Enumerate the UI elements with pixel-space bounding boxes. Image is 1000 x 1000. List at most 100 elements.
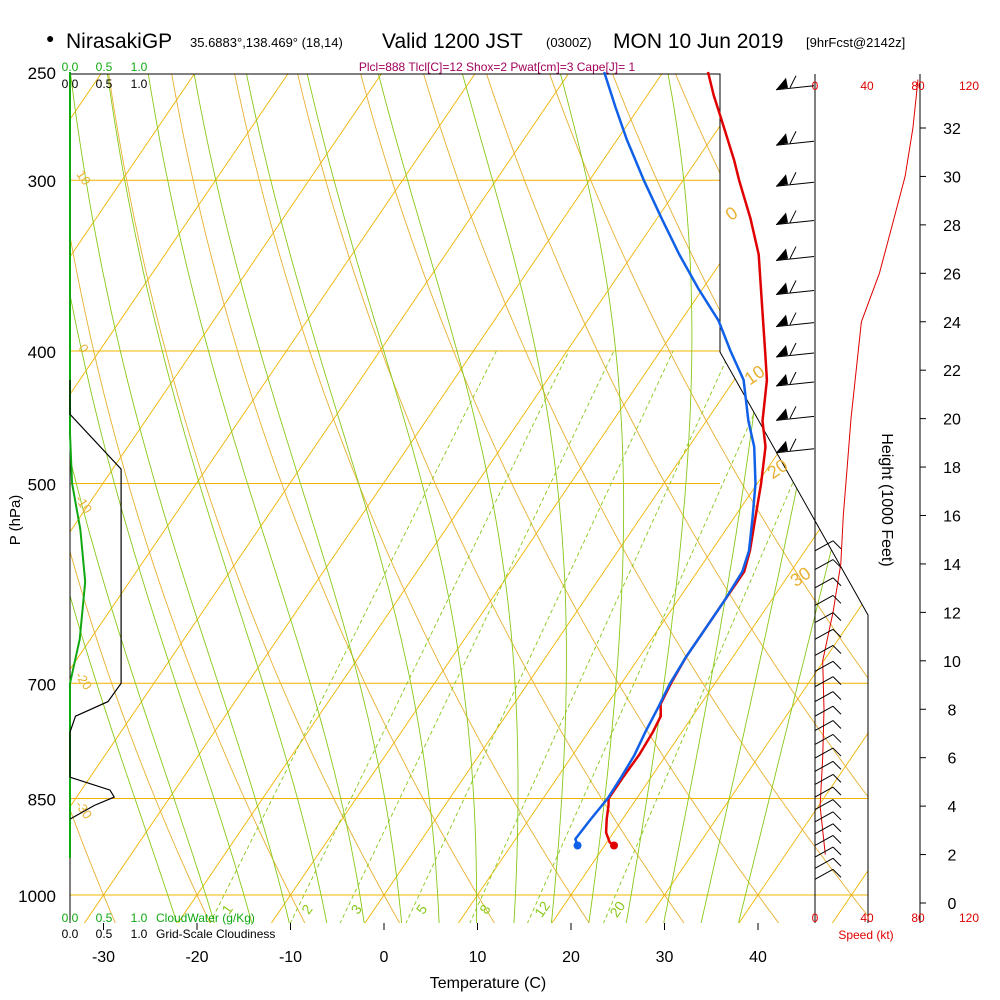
dry-adiabat [228,74,591,923]
x-tick-label: 0 [380,949,389,966]
wind-barb-low [832,645,842,654]
wind-barb [775,172,815,187]
grid-layer [0,48,1000,924]
height-tick-label: 14 [943,557,961,574]
wind-barb-low [814,645,834,656]
wind-speed-line [819,79,919,855]
utc-time: (0300Z) [546,35,592,50]
indices-text: Plcl=888 Tlcl[C]=12 Shox=2 Pwat[cm]=3 Ca… [359,60,636,74]
height-tick-label: 8 [948,702,957,719]
height-tick-label: 16 [943,509,961,526]
isotherm [0,48,25,924]
forecast-date: MON 10 Jun 2019 [613,30,784,53]
height-tick-label: 20 [943,412,961,429]
moist-adiabat [240,74,440,923]
pressure-tick-label: 850 [28,791,56,810]
pressure-tick-label: 300 [28,172,56,191]
wind-barb [775,210,815,226]
dry-adiabat [976,48,1000,924]
height-tick-label: 30 [943,169,961,186]
surface-dewpoint-dot [573,841,582,850]
wind-barb-low [814,846,834,858]
wind-barb [775,246,815,262]
isotherm [737,74,868,923]
moist-adiabat [70,74,178,923]
wind-barb-low [814,835,834,846]
moist-adiabat [70,74,253,923]
wind-barb-low [814,559,834,570]
y-axis-title: P (hPa) [7,495,24,546]
mixing-ratio-line [209,350,497,923]
moist-adiabat [371,74,519,923]
forecast-run: [9hrFcst@2142z] [806,35,906,50]
dry-adiabat-label: -20 [72,669,95,693]
wind-barb-low [832,835,842,844]
pressure-tick-label: 250 [28,64,56,83]
wind-speed-tick-bottom: 0 [812,911,819,925]
wind-barb-low [832,628,842,638]
wind-barb-low [832,705,842,715]
dry-adiabat [70,74,306,923]
wind-speed-tick-bottom: 40 [860,911,874,925]
moist-adiabat [70,74,290,923]
wind-barb-low [832,691,842,700]
height-tick-label: 2 [948,848,957,865]
wind-barb-low [814,734,834,745]
moist-adiabat [552,74,625,923]
isotherm [83,74,680,923]
wind-barb-low [814,747,834,759]
dry-adiabat [70,74,117,923]
pressure-tick-label: 1000 [18,887,56,906]
x-tick-label: -20 [185,949,208,966]
dry-adiabat-label: 20 [764,455,792,483]
moist-adiabat [625,74,693,923]
isotherm [363,74,868,923]
dry-adiabat [353,74,780,923]
wind-speed-tick-top: 0 [812,79,819,93]
wind-barb-low [814,577,834,589]
wind-barb-low [814,760,834,772]
x-tick-label: 30 [656,949,674,966]
cloudiness-tick-bottom: 0.5 [96,927,113,941]
wind-barb [775,280,815,295]
wind-barb-low [832,734,842,743]
wind-barb-low [832,676,842,685]
dry-adiabat [539,74,868,923]
isotherm [644,74,868,923]
dry-adiabat-label: 30 [787,563,815,591]
dry-adiabat [104,74,401,923]
valid-time: Valid 1200 JST [382,30,523,53]
cloudwater-tick-top: 0.5 [96,60,113,74]
isotherm [457,74,868,923]
wind-speed-tick-top: 80 [911,79,925,93]
cloudwater-tick-bottom: 1.0 [131,911,148,925]
moist-adiabat [189,74,403,923]
isotherm [70,74,587,923]
wind-barb-low [814,705,834,717]
moist-adiabat [737,74,868,923]
wind-barb-low [814,811,834,823]
height-tick-label: 18 [943,460,961,477]
cloudwater-tick-bottom: 0.5 [96,911,113,925]
moist-adiabat [454,74,567,923]
isotherm [925,48,1000,924]
wind-barb-low [814,676,834,688]
pressure-tick-label: 700 [28,675,56,694]
wind-speed-tick-top: 120 [959,79,979,93]
height-axis-title: Height (1000 Feet) [878,433,895,566]
dry-adiabat [166,74,496,923]
cloudiness-tick-top: 0.5 [96,77,113,91]
isotherm [176,74,774,923]
wind-barb-low [814,823,834,835]
wind-barb-low [832,774,842,783]
dry-adiabat [291,74,685,923]
wind-barb-low [814,691,834,703]
wind-barb-low [832,823,842,833]
pressure-tick-label: 500 [28,476,56,495]
wind-barb-low [814,857,834,869]
dry-adiabat-label: 0 [722,203,742,225]
cloudwater-tick-top: 1.0 [131,60,148,74]
wind-barb [775,75,815,91]
dewpoint-line [574,71,757,846]
